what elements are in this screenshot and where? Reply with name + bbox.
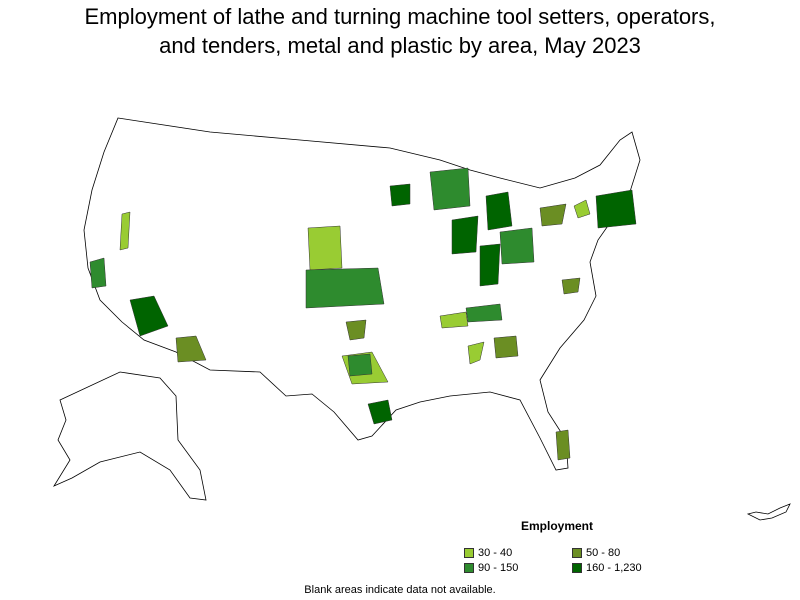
area-pennsylvania xyxy=(539,203,567,227)
area-north-carolina xyxy=(561,277,581,295)
area-los-angeles xyxy=(129,295,169,337)
area-texas-north xyxy=(347,353,373,377)
area-georgia xyxy=(467,341,485,365)
area-michigan xyxy=(485,191,513,231)
area-kentucky xyxy=(465,303,503,323)
alaska-outline xyxy=(52,371,207,501)
area-arizona xyxy=(175,335,207,363)
map-title: Employment of lathe and turning machine … xyxy=(0,2,800,60)
legend-label-2: 50 - 80 xyxy=(586,547,621,559)
area-new-england xyxy=(595,189,637,229)
legend-title: Employment xyxy=(521,519,594,533)
legend-label-1: 30 - 40 xyxy=(478,547,513,559)
map-title-line2: and tenders, metal and plastic by area, … xyxy=(159,33,641,58)
area-wisconsin xyxy=(429,167,471,211)
blank-areas-note: Blank areas indicate data not available. xyxy=(304,584,496,596)
area-california-north xyxy=(89,257,107,289)
hawaii-outline xyxy=(746,503,791,521)
area-houston xyxy=(367,399,393,425)
map-title-line1: Employment of lathe and turning machine … xyxy=(84,4,716,29)
legend-swatch-4 xyxy=(572,563,582,573)
legend-item-1: 30 - 40 xyxy=(464,547,512,559)
area-indiana xyxy=(479,243,501,287)
area-oklahoma xyxy=(345,319,367,341)
legend-item-4: 160 - 1,230 xyxy=(572,562,642,574)
area-new-york xyxy=(573,199,591,219)
area-chicago xyxy=(451,215,479,255)
legend-item-2: 50 - 80 xyxy=(572,547,620,559)
area-alabama xyxy=(493,335,519,359)
area-kansas xyxy=(305,267,385,309)
legend-label-3: 90 - 150 xyxy=(478,562,519,574)
area-florida xyxy=(555,429,571,461)
legend-item-3: 90 - 150 xyxy=(464,562,518,574)
area-minnesota xyxy=(389,183,411,207)
area-tennessee xyxy=(439,311,469,329)
legend-swatch-2 xyxy=(572,548,582,558)
legend-swatch-1 xyxy=(464,548,474,558)
area-nevada xyxy=(119,211,131,251)
area-colorado xyxy=(307,225,343,271)
legend-label-4: 160 - 1,230 xyxy=(586,562,642,574)
area-ohio xyxy=(499,227,535,265)
legend-swatch-3 xyxy=(464,563,474,573)
